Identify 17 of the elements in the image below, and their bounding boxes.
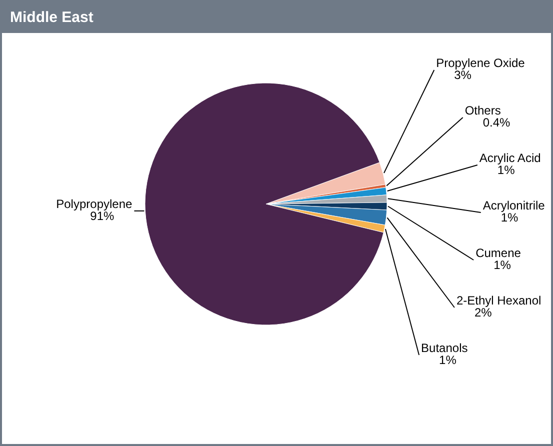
- data-label: 2%: [474, 306, 492, 320]
- slice-label: Polypropylene: [56, 196, 133, 211]
- data-label: 1%: [494, 258, 512, 272]
- slice-label: Cumene: [476, 246, 522, 260]
- slice-label: Propylene Oxide: [436, 56, 526, 70]
- slice-label: Others: [464, 104, 501, 118]
- pie-slice: [144, 82, 384, 326]
- slice-label: 2-Ethyl Hexanol: [456, 294, 542, 308]
- data-label: 1%: [497, 163, 516, 177]
- slice-label: Acrylonitrile: [482, 198, 546, 212]
- data-label: 3%: [454, 68, 472, 82]
- chart-title: Middle East: [10, 9, 94, 26]
- slice-label: Butanols: [421, 341, 468, 355]
- slice-label: Acrylic Acid: [479, 151, 541, 165]
- data-label: 0.4%: [482, 116, 511, 130]
- data-label: 1%: [439, 353, 457, 367]
- data-label: 1%: [500, 210, 519, 224]
